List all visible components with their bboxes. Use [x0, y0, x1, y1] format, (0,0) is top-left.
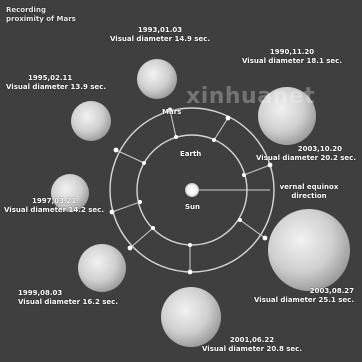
approach-date: 1995,02.11	[28, 74, 73, 82]
label-vernal-equinox: vernal equinox direction	[279, 183, 339, 200]
approach-caption: Visual diameter 20.2 sec.	[256, 154, 356, 162]
approach-date: 1999,08.03	[18, 289, 63, 297]
approach-caption: Visual diameter 14.2 sec.	[4, 206, 104, 214]
approach-caption: Visual diameter 16.2 sec.	[18, 298, 118, 306]
approach-2001: 2001,06.22 Visual diameter 20.8 sec.	[172, 336, 332, 354]
approach-1990: 1990,11.20 Visual diameter 18.1 sec.	[236, 48, 348, 66]
mars-disc-1999	[78, 244, 126, 292]
approach-date: 2001,06.22	[229, 336, 275, 344]
approach-1997: 1997,03.21 Visual diameter 14.2 sec.	[4, 197, 104, 215]
approach-date: 2003,08.27	[309, 287, 354, 295]
label-sun: Sun	[185, 203, 201, 211]
mars-discs	[51, 59, 350, 347]
mars-disc-1990	[258, 87, 316, 145]
approach-caption: Visual diameter 14.9 sec.	[110, 35, 210, 43]
approach-date: 1990,11.20	[269, 48, 315, 56]
mars-disc-2001	[161, 287, 221, 347]
approach-date: 1997,03.21	[32, 197, 77, 205]
approach-date: 1993,01.03	[137, 26, 183, 34]
approach-2003-08: 2003,08.27 Visual diameter 25.1 sec.	[224, 287, 354, 305]
approach-caption: Visual diameter 20.8 sec.	[202, 345, 302, 353]
sun-icon	[185, 183, 199, 197]
approach-caption: Visual diameter 25.1 sec.	[254, 296, 354, 304]
approach-1999: 1999,08.03 Visual diameter 16.2 sec.	[18, 289, 118, 307]
alignment-lines	[111, 109, 271, 272]
approach-caption: Visual diameter 13.9 sec.	[6, 83, 106, 91]
approach-caption: Visual diameter 18.1 sec.	[242, 57, 342, 65]
mars-disc-1993	[137, 59, 177, 99]
approach-2003-10: 2003,10.20 Visual diameter 20.2 sec.	[228, 145, 356, 163]
mars-disc-1997	[51, 174, 89, 212]
approach-date: 2003,10.20	[297, 145, 342, 153]
mars-disc-2003	[268, 209, 350, 291]
diagram-title: Recording proximity of Mars	[6, 6, 76, 23]
label-earth: Earth	[180, 150, 202, 158]
watermark: xinhuanet	[186, 84, 316, 109]
label-mars: Mars	[162, 108, 182, 116]
orbit-markers	[109, 107, 273, 275]
approach-1995: 1995,02.11 Visual diameter 13.9 sec.	[6, 74, 106, 92]
approach-1993: 1993,01.03 Visual diameter 14.9 sec.	[105, 26, 215, 44]
mars-disc-1995	[71, 101, 111, 141]
